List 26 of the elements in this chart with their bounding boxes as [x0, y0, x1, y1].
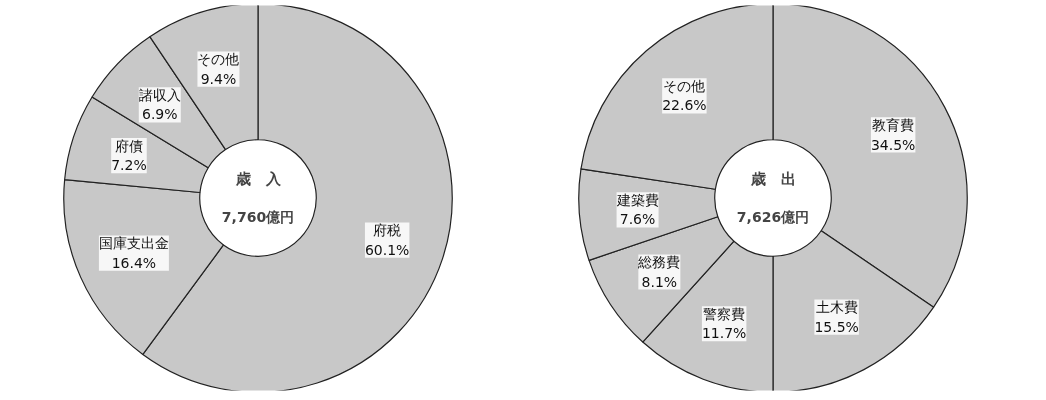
data-label: 8.1% [641, 273, 678, 290]
data-label: 60.1% [364, 241, 410, 258]
slice-label: 諸収入 [138, 87, 181, 104]
data-label: 16.4% [111, 254, 157, 271]
slice-label: その他 [197, 51, 240, 68]
data-label: 7.6% [619, 211, 656, 228]
data-label: 9.4% [200, 70, 237, 87]
data-label: 11.7% [701, 325, 747, 342]
slice-label: 総務費 [637, 254, 681, 271]
data-label: 22.6% [662, 97, 707, 114]
data-label: 7.2% [111, 157, 147, 174]
text: 7,760億円 [221, 209, 295, 226]
slice-label: 土木費 [815, 299, 858, 316]
text: 7,626億円 [736, 209, 810, 226]
slice-label: その他 [663, 78, 706, 95]
slice-label: 教育費 [872, 117, 915, 134]
slice-label: 警察費 [703, 306, 746, 323]
text: 歳 出 [749, 169, 796, 188]
data-label: 34.5% [870, 136, 916, 153]
slice-label: 府税 [373, 222, 402, 239]
slice-label: 建築費 [615, 192, 659, 209]
data-label: 6.9% [141, 106, 178, 123]
slice-label: 府債 [114, 137, 143, 154]
text: 歳 入 [234, 169, 282, 188]
data-label: 15.5% [814, 318, 859, 335]
slice-label: 国庫支出金 [98, 235, 169, 252]
